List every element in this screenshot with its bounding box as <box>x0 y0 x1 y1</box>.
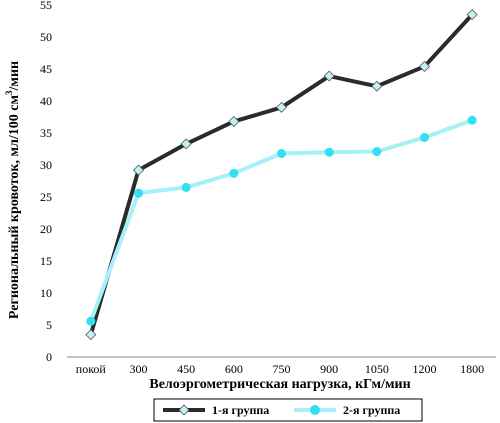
y-tick-label: 50 <box>40 30 52 44</box>
y-tick-label: 0 <box>46 350 52 364</box>
x-tick-label: 300 <box>130 362 148 376</box>
x-tick-label: 900 <box>320 362 338 376</box>
y-tick-label: 55 <box>40 0 52 12</box>
data-point-group-2 <box>372 147 382 157</box>
data-point-group-1 <box>418 60 431 72</box>
y-tick-label: 5 <box>46 318 52 332</box>
data-point-group-2 <box>420 132 429 142</box>
x-axis-title: Велоэргометрическая нагрузка, кГм/мин <box>149 377 410 392</box>
x-tick-label: 600 <box>225 362 243 376</box>
data-point-group-1 <box>228 115 240 127</box>
y-axis-title-sup: 3 <box>4 90 14 95</box>
data-point-group-1 <box>371 80 383 92</box>
y-tick-label: 40 <box>40 94 52 108</box>
data-point-group-1 <box>275 101 288 113</box>
series-line-group-1 <box>88 13 474 336</box>
data-point-group-2 <box>324 147 334 157</box>
x-tick-label: 1800 <box>460 362 484 376</box>
data-point-group-1 <box>466 9 478 21</box>
data-point-group-1 <box>180 138 192 150</box>
y-axis-title-main: Региональный кровоток, мл/100 см <box>7 95 22 320</box>
legend-box <box>153 398 423 422</box>
series-layer <box>85 9 478 341</box>
data-point-group-1 <box>85 329 97 341</box>
legend-marker-group-2 <box>310 405 320 415</box>
data-point-group-1 <box>132 164 145 176</box>
x-tick-label: 450 <box>177 362 195 376</box>
data-point-group-2 <box>181 182 191 192</box>
legend-marker-group-1 <box>178 404 190 416</box>
legend-label-group-2: 2-я группа <box>343 403 400 417</box>
legend: 1-я группа 2-я группа <box>153 398 423 422</box>
x-tick-label: 1050 <box>365 362 389 376</box>
y-tick-label: 45 <box>40 62 52 76</box>
legend-label-group-1: 1-я группа <box>212 403 269 417</box>
data-point-group-2 <box>277 148 286 158</box>
x-tick-label: покой <box>76 362 107 376</box>
y-tick-label: 30 <box>40 158 52 172</box>
x-axis-ticks: покой 300 450 600 750 900 1050 1200 1800 <box>76 362 484 376</box>
y-tick-label: 35 <box>40 126 52 140</box>
x-tick-label: 750 <box>273 362 291 376</box>
data-point-group-2 <box>86 316 96 326</box>
y-tick-label: 20 <box>40 222 52 236</box>
y-tick-label: 10 <box>40 286 52 300</box>
x-tick-label: 1200 <box>413 362 437 376</box>
y-axis-ticks: 0 5 10 15 20 25 30 35 40 45 50 55 <box>40 0 52 364</box>
y-tick-label: 25 <box>40 190 52 204</box>
y-axis-title-tail: /мин <box>7 61 22 92</box>
data-point-group-1 <box>323 70 335 82</box>
y-axis-title: Региональный кровоток, мл/100 см3/мин <box>4 61 22 319</box>
y-tick-label: 15 <box>40 254 52 268</box>
data-point-group-2 <box>467 115 477 125</box>
data-point-group-2 <box>134 188 143 198</box>
data-point-group-2 <box>229 168 239 178</box>
